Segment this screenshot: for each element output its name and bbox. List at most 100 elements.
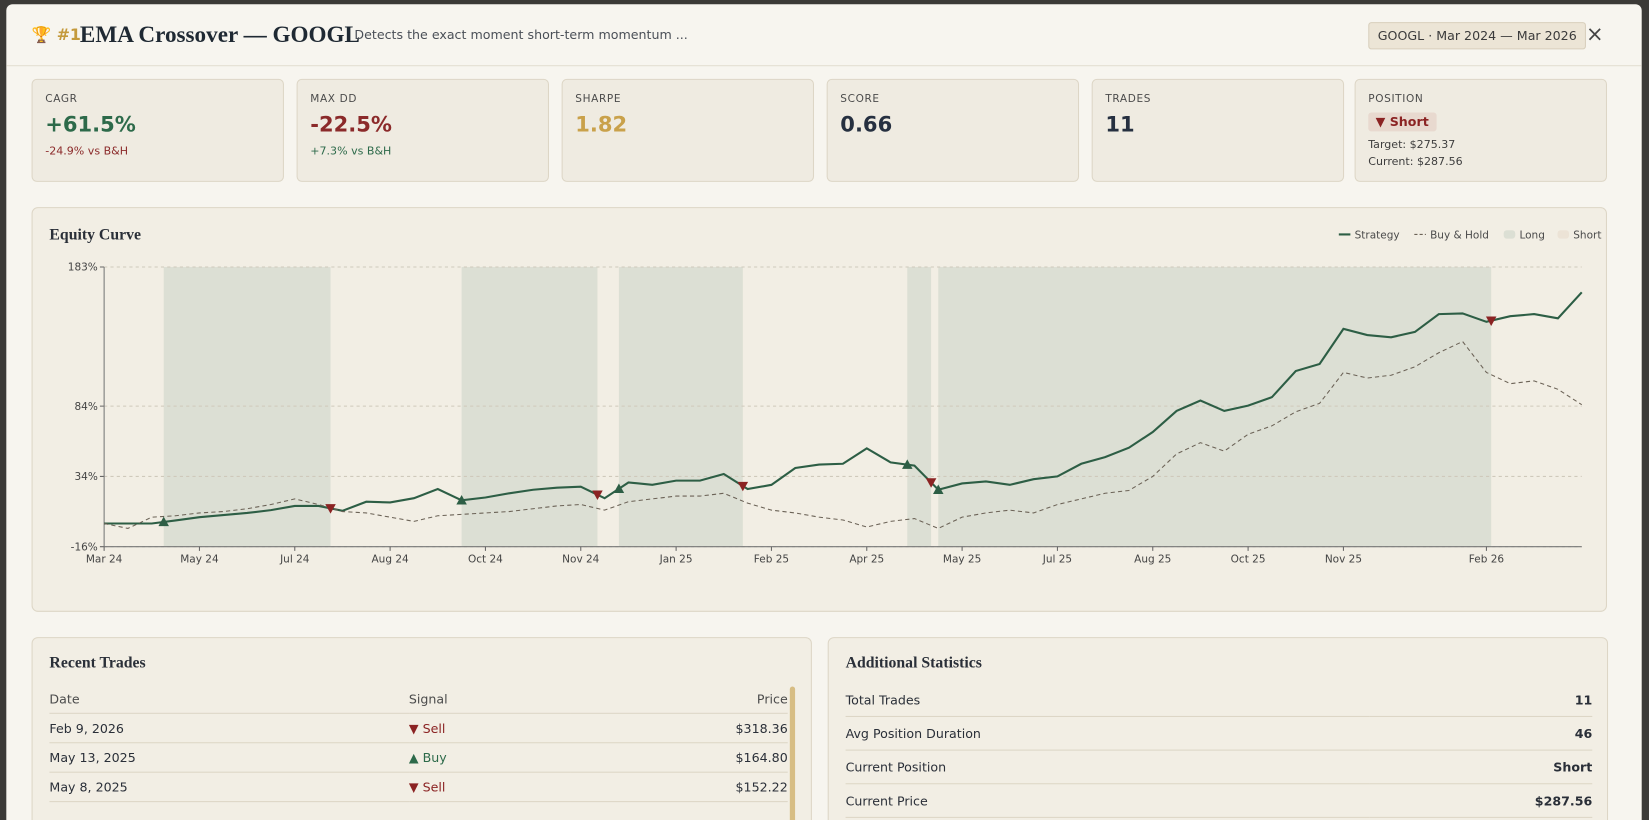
stat-row: Total Trades 11 — [845, 683, 1593, 717]
series-line — [104, 291, 1583, 525]
signal-icon: ▼ — [408, 720, 423, 736]
stats-panel: Additional Statistics Total Trades 11 Avg … — [827, 637, 1609, 820]
card-label: SCORE — [840, 93, 880, 106]
signal-text: Buy — [422, 750, 447, 765]
legend-swatch — [1557, 230, 1570, 239]
x-tick-label: Oct 24 — [468, 553, 503, 565]
close-button[interactable]: × — [1585, 21, 1604, 47]
column-header: Price — [570, 684, 788, 714]
buy-marker — [613, 483, 625, 493]
x-tick-label: Apr 25 — [849, 553, 884, 565]
x-tick-label: Feb 26 — [1469, 553, 1505, 565]
card-label: SHARPE — [575, 93, 622, 106]
date: May 8, 2025 — [49, 772, 409, 803]
series-line — [104, 340, 1583, 529]
stat-row: Current Price $287.56 — [845, 783, 1593, 818]
card-value: -22.5% — [310, 111, 392, 137]
sell-marker — [592, 490, 603, 500]
x-tick-label: Aug 24 — [372, 553, 410, 565]
column-header: Signal — [408, 684, 571, 714]
signal: ▼ Sell — [408, 772, 571, 803]
title: EMA Crossover — GOOGL — [79, 21, 360, 48]
sell-marker — [1485, 316, 1497, 326]
long-region — [461, 267, 598, 547]
sell-marker — [925, 478, 937, 488]
stat-card: SHARPE 1.82 — [561, 78, 815, 182]
trades-panel: Recent Trades Date Signal Price Feb 9, 2026… — [31, 637, 812, 820]
target: Target: $275.37 — [1368, 138, 1456, 152]
stat-card: CAGR +61.5% -24.9% vs B&H — [31, 78, 284, 182]
x-tick-label: May 25 — [943, 553, 981, 565]
y-tick-label: -16% — [71, 541, 98, 553]
buy-marker — [158, 516, 169, 527]
y-tick-label: 34% — [74, 471, 97, 483]
stat-value: 46 — [1369, 716, 1593, 751]
stat-value: $287.56 — [1369, 783, 1593, 818]
description: Detects the exact moment short-term mome… — [354, 27, 688, 43]
card-sub: -24.9% vs B&H — [45, 145, 129, 158]
stat-row: Avg Position Duration 46 — [845, 716, 1593, 751]
position-badge: ▼ Short — [1368, 112, 1437, 132]
date: Feb 9, 2026 — [49, 713, 409, 744]
chart-title: Equity Curve — [49, 227, 141, 244]
price: $152.22 — [570, 772, 788, 803]
stat-label: Current Position — [845, 750, 1370, 785]
legend-label: Short — [1573, 230, 1601, 242]
stat-card: SCORE 0.66 — [826, 78, 1080, 182]
stat-label: Avg Position Duration — [845, 716, 1370, 751]
sell-marker — [737, 481, 749, 492]
y-tick-label: 183% — [68, 262, 98, 274]
panel-title: Recent Trades — [49, 654, 146, 672]
card-value: 11 — [1105, 111, 1135, 137]
chart: Equity Curve -16% 34% 84% 183% Mar 24 May 24 J… — [49, 227, 1601, 566]
scrollbar[interactable] — [789, 686, 796, 820]
date: May 13, 2025 — [49, 742, 409, 773]
trade-row: Feb 9, 2026 ▼ Sell $318.36 — [49, 713, 788, 744]
stats-table: Total Trades 11 Avg Position Duration 46 Cur… — [845, 683, 1593, 818]
x-tick-label: Jul 24 — [279, 553, 310, 565]
chart-panel: Equity Curve -16% 34% 84% 183% Mar 24 May 24 J… — [31, 207, 1607, 612]
long-region — [163, 267, 331, 547]
price: $318.36 — [570, 713, 788, 744]
trades-table: Date Signal Price Feb 9, 2026 ▼ Sell $318.36 M… — [49, 684, 788, 803]
x-tick-label: Mar 24 — [86, 553, 123, 565]
stat-label: Total Trades — [845, 683, 1370, 717]
legend-label: Long — [1519, 230, 1544, 242]
x-tick-label: Jul 25 — [1042, 553, 1072, 565]
stat-card: MAX DD -22.5% +7.3% vs B&H — [296, 78, 549, 182]
sell-marker — [325, 504, 336, 514]
position-card: POSITION ▼ Short Target: $275.37 Current… — [1354, 78, 1607, 182]
card-label: MAX DD — [310, 93, 358, 106]
signal: ▼ Sell — [408, 713, 571, 744]
y-tick-label: 84% — [74, 401, 97, 413]
stat-value: 11 — [1369, 683, 1593, 717]
buy-marker — [902, 459, 913, 469]
long-region — [618, 267, 743, 547]
stat-value: Short — [1369, 750, 1593, 785]
signal-icon: ▼ — [408, 779, 423, 795]
x-tick-label: Nov 24 — [562, 553, 600, 565]
card-label: TRADES — [1105, 93, 1152, 106]
x-tick-label: Nov 25 — [1325, 553, 1362, 565]
panel-title: Additional Statistics — [845, 654, 982, 672]
trade-row: May 13, 2025 ▲ Buy $164.80 — [49, 742, 788, 773]
legend-label: Strategy — [1355, 230, 1400, 242]
column-header: Date — [49, 684, 409, 714]
price: $164.80 — [570, 742, 788, 773]
modal: 🏆 #1 EMA Crossover — GOOGL Detects the e… — [6, 4, 1642, 820]
card-value: 1.82 — [575, 111, 628, 137]
position-text: Short — [1389, 114, 1429, 130]
card-value: +61.5% — [45, 111, 136, 137]
card-label: CAGR — [45, 93, 78, 106]
signal-text: Sell — [422, 720, 446, 736]
range-badge: GOOGL · Mar 2024 — Mar 2026 — [1368, 22, 1587, 50]
header-row: Date Signal Price — [49, 684, 788, 714]
legend-swatch — [1503, 230, 1516, 239]
card-label: POSITION — [1368, 93, 1424, 106]
rank-text: #1 — [56, 25, 81, 45]
long-region — [907, 267, 932, 547]
buy-marker — [933, 484, 944, 494]
x-tick-label: Feb 25 — [754, 553, 789, 565]
